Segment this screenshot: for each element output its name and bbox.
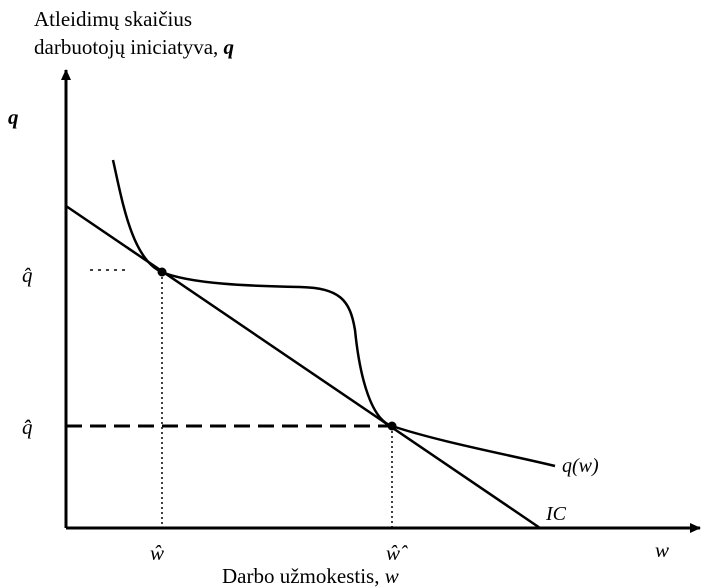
- x-axis-title: Darbo užmokestis, w: [222, 564, 399, 587]
- x-axis-symbol: w: [655, 538, 669, 562]
- y-axis-title-line2-text: darbuotojų iniciatyva,: [34, 35, 224, 59]
- w-hat-label: ŵ: [150, 541, 164, 565]
- qw-curve: [111, 159, 556, 468]
- q-hat-label: q̂: [22, 263, 33, 287]
- q-double-hat-label: q̂̂: [22, 415, 33, 439]
- equilibrium-point-low: [387, 421, 397, 431]
- w-double-hat-label: ŵ̂: [386, 541, 408, 565]
- qw-curve-label: q(w): [562, 455, 599, 477]
- y-axis-symbol: q: [8, 105, 19, 129]
- y-axis-title-var: q: [224, 35, 235, 59]
- x-axis-title-var: w: [385, 564, 399, 587]
- equilibrium-point-high: [157, 267, 167, 277]
- y-axis-title-line1: Atleidimų skaičius: [34, 7, 192, 31]
- y-axis-title-line2: darbuotojų iniciatyva, q: [34, 35, 234, 59]
- x-axis-title-text: Darbo užmokestis,: [222, 564, 385, 587]
- ic-line: [65, 204, 541, 530]
- ic-line-label: IC: [545, 503, 567, 525]
